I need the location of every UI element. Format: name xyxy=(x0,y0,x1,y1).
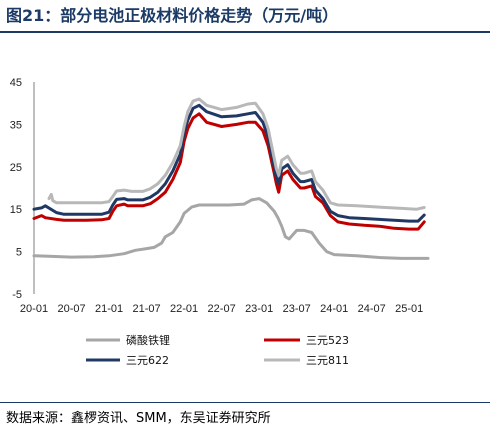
series-line-1 xyxy=(32,112,426,231)
y-tick-label: 45 xyxy=(10,77,22,89)
legend-label: 三元811 xyxy=(306,354,349,367)
figure-title: 图21：部分电池正极材料价格走势（万元/吨） xyxy=(6,6,339,25)
series-line-3 xyxy=(47,97,426,211)
x-tick-label: 20-07 xyxy=(57,303,85,315)
x-tick-label: 23-01 xyxy=(245,303,273,315)
y-tick-label: -5 xyxy=(12,289,22,301)
legend-label: 三元523 xyxy=(306,334,349,347)
title-divider xyxy=(0,31,490,33)
legend-label: 三元622 xyxy=(126,354,169,367)
x-tick-label: 23-07 xyxy=(283,303,311,315)
series-line-2 xyxy=(32,103,426,223)
y-tick-label: 35 xyxy=(10,119,22,131)
source-divider xyxy=(0,402,490,403)
y-tick-label: 15 xyxy=(10,204,22,216)
legend-label: 磷酸铁锂 xyxy=(126,333,170,347)
x-tick-label: 22-01 xyxy=(170,303,198,315)
chart-series-lines xyxy=(32,97,430,260)
x-tick-label: 24-07 xyxy=(358,303,386,315)
x-tick-label: 20-01 xyxy=(20,303,48,315)
x-tick-label: 25-01 xyxy=(395,303,423,315)
chart-axes: 45 35 25 15 5 -5 20-01 20-07 21-01 21-07 22-01 22-0… xyxy=(10,77,424,315)
x-tick-label: 21-07 xyxy=(133,303,161,315)
x-tick-label: 22-07 xyxy=(208,303,236,315)
series-line-0 xyxy=(32,197,430,260)
y-tick-label: 25 xyxy=(10,162,22,174)
x-tick-label: 21-01 xyxy=(95,303,123,315)
chart-legend: 磷酸铁锂 三元523 三元622 三元811 xyxy=(86,333,349,367)
price-line-chart: 45 35 25 15 5 -5 20-01 20-07 21-01 21-07 22-01 22-0… xyxy=(10,77,430,367)
x-tick-label: 24-01 xyxy=(320,303,348,315)
source-note: 数据来源：鑫椤资讯、SMM，东吴证券研究所 xyxy=(6,411,271,426)
y-tick-label: 5 xyxy=(16,247,22,259)
